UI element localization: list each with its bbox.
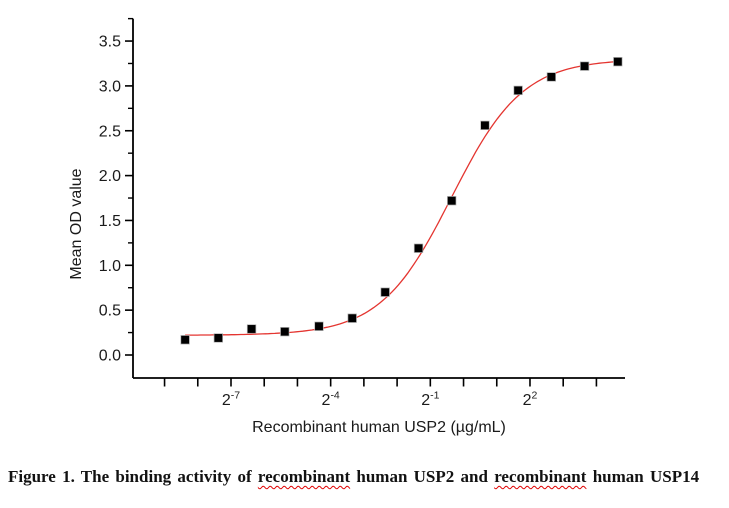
- data-point-marker: [579, 61, 590, 71]
- data-point-marker: [280, 327, 290, 337]
- data-point-marker: [180, 335, 190, 345]
- data-point-marker: [413, 243, 424, 253]
- y-tick-label: 0.0: [99, 348, 121, 365]
- plot-area: 0.0 0.5 1.0 1.5 2.0 2.5 3.0 3.5 2-7 2-4 2-1 22: [99, 17, 625, 410]
- data-point-marker: [480, 120, 490, 131]
- figure-caption: Figure 1. The binding activity of recomb…: [8, 464, 726, 490]
- data-point-marker: [314, 321, 324, 331]
- fit-curve-line: [185, 60, 618, 336]
- x-tick-label: 2-4: [322, 390, 340, 410]
- x-tick-label: 2-7: [222, 390, 240, 410]
- y-axis-label: Mean OD value: [68, 168, 85, 279]
- data-point-marker: [613, 57, 623, 67]
- y-tick-label: 2.5: [99, 123, 121, 140]
- data-point-marker: [347, 313, 357, 323]
- data-point-marker: [447, 196, 457, 206]
- misspelled-word: recombinant: [257, 467, 351, 486]
- x-axis-label: Recombinant human USP2 (µg/mL): [252, 419, 506, 436]
- data-point-marker: [380, 287, 390, 297]
- y-tick-label: 1.0: [99, 258, 121, 275]
- y-tick-label: 1.5: [99, 213, 121, 230]
- x-tick-label: 2-1: [421, 390, 439, 410]
- caption-text-segment: human USP14: [586, 467, 700, 486]
- y-tick-label: 2.0: [99, 168, 121, 185]
- caption-text-segment: human USP2 and: [350, 467, 495, 486]
- x-tick-label: 22: [523, 390, 538, 410]
- y-tick-label: 0.5: [99, 303, 121, 320]
- misspelled-word: recombinant: [494, 467, 587, 486]
- caption-text-segment: Figure 1. The binding activity of: [8, 467, 258, 486]
- data-point-marker: [213, 333, 223, 343]
- y-tick-label: 3.0: [99, 78, 121, 95]
- binding-curve-chart: 0.0 0.5 1.0 1.5 2.0 2.5 3.0 3.5 2-7 2-4 2-1 22 Mean…: [68, 17, 625, 436]
- data-point-marker: [546, 72, 557, 82]
- data-point-marker: [513, 85, 523, 96]
- data-point-marker: [246, 324, 257, 334]
- y-tick-label: 3.5: [99, 34, 121, 51]
